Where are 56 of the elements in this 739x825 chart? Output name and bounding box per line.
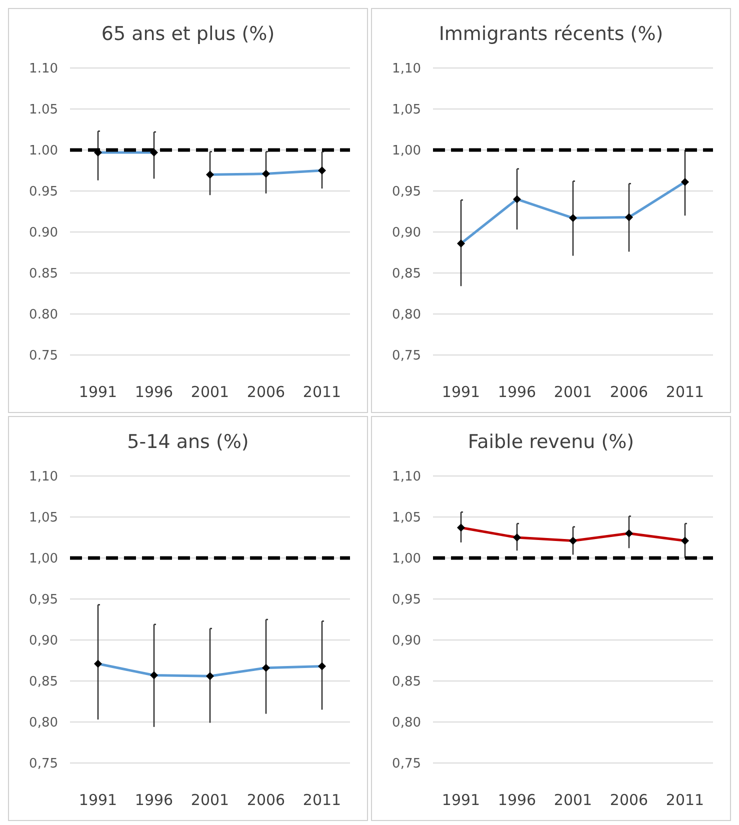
- y-tick-label: 0,80: [392, 308, 421, 323]
- y-tick-label: 1,10: [29, 470, 58, 485]
- y-tick-label: 0.95: [29, 184, 58, 200]
- y-tick-label: 0,85: [29, 674, 58, 690]
- y-tick-label: 0,80: [392, 716, 421, 731]
- y-tick-label: 0,90: [392, 226, 421, 241]
- y-tick-label: 0.75: [29, 348, 58, 364]
- y-tick-label: 0,75: [392, 348, 421, 364]
- y-tick-label: 1,05: [392, 510, 421, 526]
- x-tick-label: 1996: [498, 791, 536, 809]
- x-tick-label: 2006: [610, 791, 648, 809]
- y-tick-label: 0.80: [29, 308, 58, 323]
- y-tick-label: 1,05: [29, 510, 58, 526]
- y-tick-label: 0,95: [29, 592, 58, 608]
- x-tick-label: 1991: [78, 791, 118, 809]
- x-tick-label: 1991: [442, 383, 480, 401]
- y-tick-label: 0,85: [392, 674, 421, 690]
- y-tick-label: 0,75: [392, 756, 421, 772]
- y-tick-label: 0,80: [29, 716, 58, 731]
- y-tick-label: 1,10: [392, 470, 421, 485]
- x-tick-label: 2001: [190, 791, 230, 809]
- y-tick-label: 0,85: [392, 266, 421, 282]
- x-tick-label: 2001: [190, 383, 230, 401]
- chart-title: 65 ans et plus (%): [101, 23, 275, 45]
- x-tick-label: 2001: [554, 383, 592, 401]
- x-tick-label: 2006: [610, 383, 648, 401]
- chart-title: Faible revenu (%): [468, 431, 634, 453]
- y-tick-label: 1.05: [29, 102, 58, 118]
- y-tick-label: 0,95: [392, 184, 421, 200]
- x-tick-label: 1991: [442, 791, 480, 809]
- y-tick-label: 0,75: [29, 756, 58, 772]
- x-tick-label: 2006: [246, 383, 286, 401]
- x-tick-label: 2011: [666, 383, 704, 401]
- y-tick-label: 0.85: [29, 266, 58, 282]
- chart-title: Immigrants récents (%): [438, 23, 664, 45]
- y-tick-label: 1,10: [392, 62, 421, 77]
- x-tick-label: 1996: [498, 383, 536, 401]
- y-tick-label: 0,90: [29, 634, 58, 649]
- y-tick-label: 1,05: [392, 102, 421, 118]
- y-tick-label: 1.10: [29, 62, 58, 77]
- chart-title: 5-14 ans (%): [127, 431, 249, 453]
- x-tick-label: 1996: [134, 791, 174, 809]
- y-tick-label: 1,00: [392, 552, 421, 567]
- y-tick-label: 0,95: [392, 592, 421, 608]
- x-tick-label: 2006: [246, 791, 286, 809]
- y-tick-label: 0.90: [29, 226, 58, 241]
- x-tick-label: 2011: [302, 791, 342, 809]
- y-tick-label: 1,00: [29, 552, 58, 567]
- y-tick-label: 0,90: [392, 634, 421, 649]
- x-tick-label: 1991: [78, 383, 118, 401]
- x-tick-label: 1996: [134, 383, 174, 401]
- y-tick-label: 1.00: [29, 144, 58, 159]
- x-tick-label: 2011: [666, 791, 704, 809]
- y-tick-label: 1,00: [392, 144, 421, 159]
- x-tick-label: 2011: [302, 383, 342, 401]
- x-tick-label: 2001: [554, 791, 592, 809]
